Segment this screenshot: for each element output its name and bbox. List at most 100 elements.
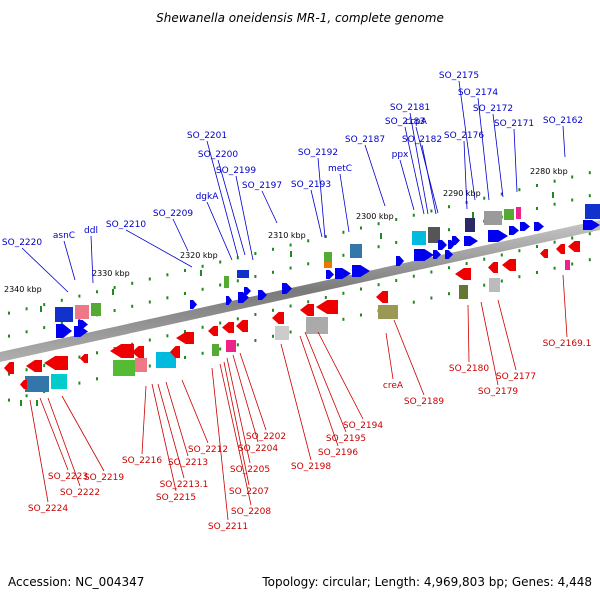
forward-gene-arrow[interactable]: [488, 230, 508, 242]
gene-label[interactable]: SO_2175: [439, 71, 479, 81]
feature-box[interactable]: [516, 207, 521, 219]
forward-gene-arrow[interactable]: [226, 296, 232, 305]
feature-box[interactable]: [75, 305, 89, 319]
reverse-gene-arrow[interactable]: [316, 300, 338, 314]
gene-label[interactable]: SO_2201: [187, 131, 227, 141]
reverse-gene-arrow[interactable]: [488, 262, 498, 273]
feature-box[interactable]: [135, 358, 147, 372]
gene-label[interactable]: SO_2220: [2, 238, 42, 248]
reverse-gene-arrow[interactable]: [26, 360, 42, 372]
gene-label[interactable]: SO_2216: [122, 456, 162, 466]
forward-gene-arrow[interactable]: [583, 220, 600, 230]
gene-label[interactable]: SO_2211: [208, 522, 248, 532]
gene-label[interactable]: SO_2210: [106, 220, 146, 230]
reverse-gene-arrow[interactable]: [540, 249, 548, 258]
gene-label[interactable]: SO_2224: [28, 504, 68, 514]
gene-label[interactable]: SO_2177: [496, 372, 536, 382]
forward-gene-arrow[interactable]: [438, 240, 447, 250]
reverse-gene-arrow[interactable]: [236, 320, 248, 332]
feature-box[interactable]: [350, 244, 362, 258]
gene-label[interactable]: SO_2222: [60, 488, 100, 498]
feature-box[interactable]: [156, 352, 176, 368]
gene-label[interactable]: ddl: [84, 226, 98, 236]
feature-box[interactable]: [113, 360, 135, 376]
reverse-gene-arrow[interactable]: [376, 291, 388, 303]
feature-box[interactable]: [378, 305, 398, 319]
gene-label[interactable]: ccpA: [405, 117, 428, 127]
feature-box[interactable]: [565, 260, 570, 270]
reverse-gene-arrow[interactable]: [556, 244, 565, 254]
reverse-gene-arrow[interactable]: [44, 356, 68, 370]
feature-box[interactable]: [412, 231, 426, 245]
gene-label[interactable]: SO_2219: [84, 473, 124, 483]
feature-box[interactable]: [324, 252, 332, 263]
feature-box[interactable]: [51, 374, 67, 389]
gene-label[interactable]: SO_2189: [404, 397, 444, 407]
forward-gene-arrow[interactable]: [335, 268, 351, 279]
reverse-gene-arrow[interactable]: [208, 326, 218, 336]
gene-label[interactable]: SO_2213.1: [160, 480, 209, 490]
gene-label[interactable]: SO_2172: [473, 104, 513, 114]
forward-gene-arrow[interactable]: [534, 222, 544, 231]
gene-label[interactable]: SO_2208: [231, 507, 271, 517]
forward-gene-arrow[interactable]: [238, 292, 249, 303]
gene-label[interactable]: SO_2209: [153, 209, 193, 219]
gene-label[interactable]: SO_2195: [326, 434, 366, 444]
gene-label[interactable]: SO_2180: [449, 364, 489, 374]
forward-gene-arrow[interactable]: [445, 250, 453, 259]
gene-label[interactable]: creA: [383, 381, 404, 391]
gene-label[interactable]: SO_2213: [168, 458, 208, 468]
forward-gene-arrow[interactable]: [258, 290, 267, 300]
gene-label[interactable]: SO_2192: [298, 148, 338, 158]
gene-label[interactable]: dgkA: [196, 192, 220, 202]
forward-gene-arrow[interactable]: [74, 326, 88, 337]
reverse-gene-arrow[interactable]: [132, 346, 144, 358]
gene-label[interactable]: ppx: [392, 150, 409, 160]
feature-box[interactable]: [237, 270, 249, 278]
reverse-gene-arrow[interactable]: [455, 268, 471, 280]
gene-label[interactable]: metC: [328, 164, 352, 174]
forward-gene-arrow[interactable]: [464, 236, 478, 246]
feature-box[interactable]: [25, 376, 49, 392]
forward-gene-arrow[interactable]: [448, 240, 455, 249]
feature-box[interactable]: [489, 278, 500, 292]
forward-gene-arrow[interactable]: [509, 226, 519, 235]
reverse-gene-arrow[interactable]: [110, 344, 134, 358]
reverse-gene-arrow[interactable]: [502, 259, 516, 271]
forward-gene-arrow[interactable]: [190, 300, 197, 309]
feature-box[interactable]: [55, 307, 73, 322]
gene-label[interactable]: SO_2182: [402, 135, 442, 145]
gene-label[interactable]: SO_2223: [48, 472, 88, 482]
feature-box[interactable]: [585, 204, 600, 219]
feature-box[interactable]: [224, 276, 229, 288]
gene-label[interactable]: SO_2197: [242, 181, 282, 191]
gene-label[interactable]: asnC: [53, 231, 75, 241]
feature-box[interactable]: [306, 317, 328, 334]
reverse-gene-arrow[interactable]: [300, 304, 314, 316]
gene-label[interactable]: SO_2198: [291, 462, 331, 472]
gene-label[interactable]: SO_2200: [198, 150, 238, 160]
feature-box[interactable]: [504, 209, 514, 220]
forward-gene-arrow[interactable]: [326, 270, 334, 279]
reverse-gene-arrow[interactable]: [176, 332, 194, 344]
feature-box[interactable]: [275, 326, 289, 340]
feature-box[interactable]: [91, 303, 101, 316]
feature-box[interactable]: [428, 227, 440, 243]
reverse-gene-arrow[interactable]: [272, 312, 284, 324]
forward-gene-arrow[interactable]: [396, 256, 404, 266]
feature-box[interactable]: [212, 344, 219, 356]
gene-label[interactable]: SO_2196: [318, 448, 358, 458]
gene-label[interactable]: SO_2207: [229, 487, 269, 497]
gene-label[interactable]: SO_2171: [494, 119, 534, 129]
gene-label[interactable]: SO_2204: [238, 444, 278, 454]
gene-label[interactable]: SO_2176: [444, 131, 484, 141]
gene-label[interactable]: SO_2181: [390, 103, 430, 113]
gene-label[interactable]: SO_2194: [343, 421, 383, 431]
forward-gene-arrow[interactable]: [352, 265, 370, 277]
forward-gene-arrow[interactable]: [452, 236, 460, 245]
feature-box[interactable]: [484, 211, 502, 225]
feature-box[interactable]: [459, 285, 468, 299]
gene-label[interactable]: SO_2174: [458, 88, 498, 98]
reverse-gene-arrow[interactable]: [222, 322, 234, 333]
